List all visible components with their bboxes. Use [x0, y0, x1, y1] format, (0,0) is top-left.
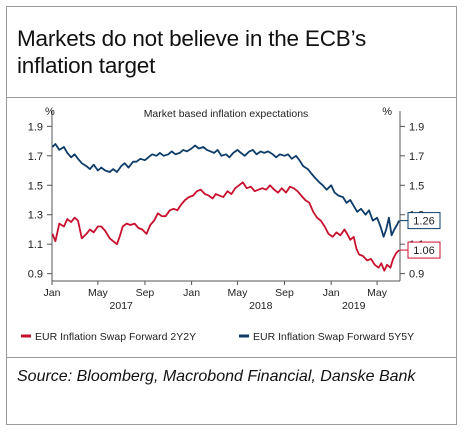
series-line-1: [51, 181, 400, 272]
y-tick-label-right: 1.7: [409, 151, 424, 163]
legend-label: EUR Inflation Swap Forward 2Y2Y: [35, 331, 196, 343]
bottom-divider: [7, 357, 456, 358]
right-unit-label: %: [382, 106, 392, 118]
source-note: Source: Bloomberg, Macrobond Financial, …: [17, 368, 416, 385]
end-label-value: 1.06: [413, 245, 434, 257]
y-tick-label-left: 1.3: [28, 210, 43, 222]
chart-panel: Markets do not believe in the ECB’s infl…: [6, 6, 457, 425]
y-tick-label-left: 1.7: [28, 151, 43, 163]
x-tick-label: Sep: [136, 287, 155, 299]
y-tick-label-left: 1.9: [28, 121, 43, 133]
x-tick-label: Sep: [275, 287, 294, 299]
y-tick-label-left: 1.1: [28, 239, 43, 251]
title-line-2: inflation target: [17, 53, 156, 78]
x-year-label: 2018: [249, 300, 273, 312]
x-tick-label: May: [228, 287, 249, 299]
end-label-value: 1.26: [413, 216, 434, 228]
legend: EUR Inflation Swap Forward 2Y2Y EUR Infla…: [21, 331, 414, 343]
end-label-box: [407, 212, 441, 230]
y-tick-label-right: 1.5: [409, 180, 424, 192]
y-tick-label-left: 0.9: [28, 269, 43, 281]
x-year-label: 2017: [110, 300, 134, 312]
top-divider: [7, 97, 456, 98]
chart-svg: % % Market based inflation expectations …: [21, 106, 441, 343]
legend-label: EUR Inflation Swap Forward 5Y5Y: [253, 331, 414, 343]
y-tick-label-right: 0.9: [409, 269, 424, 281]
x-tick-label: Jan: [44, 287, 61, 299]
series-line-2: [51, 143, 400, 238]
end-label-box: [407, 241, 441, 259]
x-year-label: 2019: [342, 300, 366, 312]
end-labels: 1.06 1.26: [400, 212, 441, 259]
y-tick-label-right: 1.9: [409, 121, 424, 133]
y-tick-label-left: 1.5: [28, 180, 43, 192]
left-unit-label: %: [45, 106, 55, 118]
title-line-1: Markets do not believe in the ECB’s: [17, 26, 367, 51]
x-tick-label: Jan: [323, 287, 340, 299]
x-tick-label: Jan: [183, 287, 200, 299]
series-lines: [51, 143, 400, 272]
chart-title: Markets do not believe in the ECB’s infl…: [17, 25, 366, 79]
plot-frame: [51, 111, 401, 282]
chart-subtitle: Market based inflation expectations: [144, 108, 309, 120]
x-tick-label: May: [88, 287, 109, 299]
x-tick-label: May: [367, 287, 388, 299]
